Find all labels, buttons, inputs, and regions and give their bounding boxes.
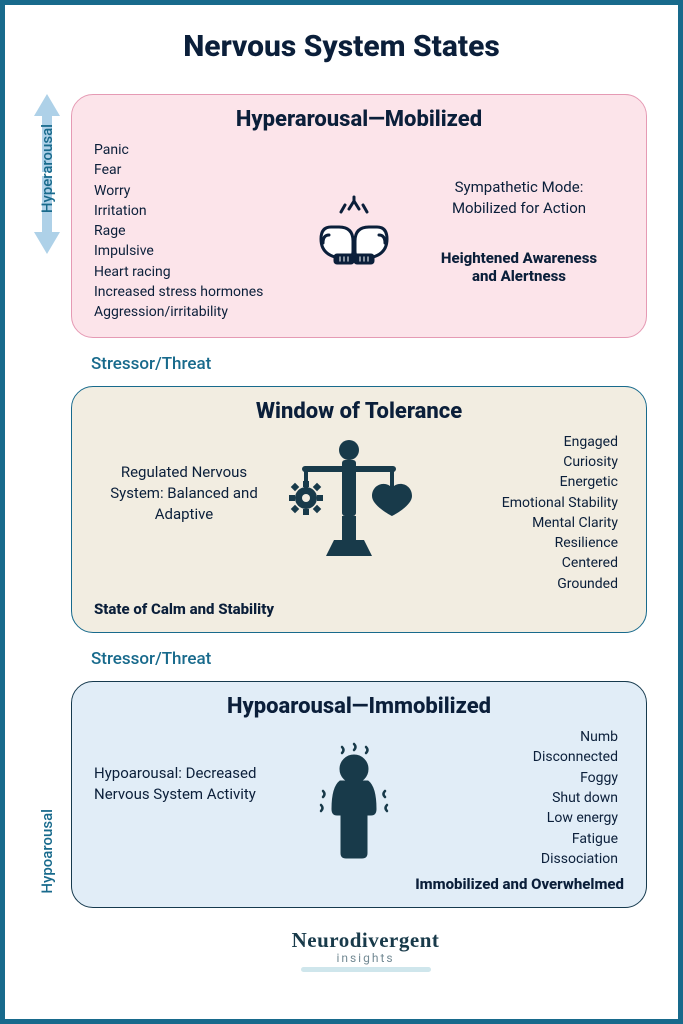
brand-logo: Neurodivergent insights [71, 928, 660, 972]
trait-list: EngagedCuriosityEnergeticEmotional Stabi… [424, 432, 624, 594]
infographic-frame: Nervous System States Hyperarousal Hypoa… [0, 0, 683, 1024]
brand-underline [301, 967, 431, 972]
page-title: Nervous System States [183, 29, 500, 64]
card-title: Window of Tolerance [94, 399, 624, 424]
list-item: Irritation [94, 201, 294, 221]
list-item: Grounded [557, 574, 618, 594]
list-item: Rage [94, 221, 294, 241]
list-item: Centered [562, 553, 618, 573]
side-column: Hyperarousal Hypoarousal [23, 94, 71, 1009]
list-item: Low energy [547, 808, 618, 828]
card-window: Window of Tolerance Regulated Nervous Sy… [71, 386, 647, 633]
list-item: Impulsive [94, 241, 294, 261]
card-hypoarousal: Hypoarousal—Immobilized Hypoarousal: Dec… [71, 681, 647, 908]
stressor-label-1: Stressor/Threat [91, 354, 660, 374]
left-desc: Hypoarousal: Decreased Nervous System Ac… [94, 727, 294, 805]
mode-desc: Sympathetic Mode: Mobilized for Action [452, 177, 586, 219]
list-item: Fear [94, 160, 294, 180]
list-item: Disconnected [533, 747, 618, 767]
left-desc: Regulated Nervous System: Balanced and A… [94, 432, 274, 525]
bold-desc: Heightened Awareness and Alertness [441, 249, 597, 285]
list-item: Worry [94, 181, 294, 201]
list-item: Engaged [564, 432, 618, 452]
sad-person-icon [294, 727, 414, 861]
content-row: Hyperarousal Hypoarousal Hyperarousal—Mo… [23, 94, 660, 1009]
trait-list: NumbDisconnectedFoggyShut downLow energy… [414, 727, 624, 869]
card-hyperarousal: Hyperarousal—Mobilized PanicFearWorryIrr… [71, 94, 647, 338]
list-item: Fatigue [572, 829, 618, 849]
right-col: Sympathetic Mode: Mobilized for Action H… [414, 177, 624, 285]
bold-desc: Immobilized and Overwhelmed [94, 875, 624, 893]
list-item: Panic [94, 140, 294, 160]
main-column: Hyperarousal—Mobilized PanicFearWorryIrr… [71, 94, 660, 1009]
list-item: Curiosity [563, 452, 618, 472]
list-item: Dissociation [541, 849, 618, 869]
card-title: Hyperarousal—Mobilized [94, 107, 624, 132]
list-item: Aggression/irritability [94, 302, 294, 322]
card-body: Hypoarousal: Decreased Nervous System Ac… [94, 727, 624, 869]
brand-sub: insights [71, 951, 660, 965]
list-item: Foggy [580, 768, 618, 788]
list-item: Heart racing [94, 262, 294, 282]
balance-person-icon [274, 432, 424, 562]
side-label-hypoarousal: Hypoarousal [38, 809, 56, 894]
stressor-label-2: Stressor/Threat [91, 649, 660, 669]
list-item: Emotional Stability [502, 493, 618, 513]
list-item: Numb [580, 727, 618, 747]
card-body: Regulated Nervous System: Balanced and A… [94, 432, 624, 594]
list-item: Increased stress hormones [94, 282, 294, 302]
list-item: Resilience [555, 533, 618, 553]
list-item: Shut down [552, 788, 618, 808]
list-item: Mental Clarity [532, 513, 618, 533]
card-title: Hypoarousal—Immobilized [94, 694, 624, 719]
symptom-list: PanicFearWorryIrritationRageImpulsiveHea… [94, 140, 294, 323]
card-body: PanicFearWorryIrritationRageImpulsiveHea… [94, 140, 624, 323]
brand-name: Neurodivergent [71, 928, 660, 953]
side-label-hyperarousal: Hyperarousal [38, 124, 56, 213]
boxing-gloves-icon [294, 195, 414, 267]
bold-desc: State of Calm and Stability [94, 600, 624, 618]
list-item: Energetic [560, 472, 618, 492]
